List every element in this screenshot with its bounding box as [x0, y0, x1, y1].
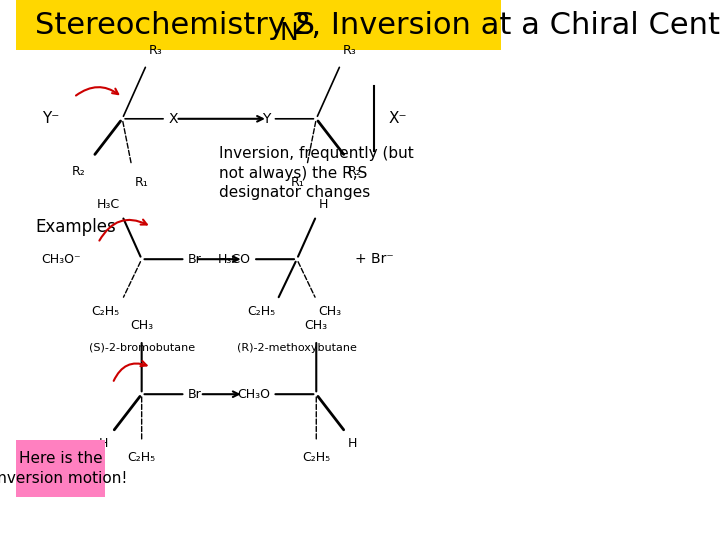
- Text: CH₃O⁻: CH₃O⁻: [42, 253, 81, 266]
- Text: + Br⁻: + Br⁻: [355, 252, 394, 266]
- Text: Here is the
inversion motion!: Here is the inversion motion!: [0, 451, 127, 486]
- Text: Inversion, frequently (but
not always) the R,S
designator changes: Inversion, frequently (but not always) t…: [220, 146, 414, 200]
- Text: CH₃: CH₃: [130, 319, 153, 332]
- Text: Br: Br: [188, 253, 202, 266]
- Text: Y⁻: Y⁻: [42, 111, 59, 126]
- Text: H: H: [348, 437, 357, 450]
- Text: C₂H₅: C₂H₅: [247, 305, 275, 318]
- Text: N: N: [280, 21, 299, 45]
- Text: X: X: [168, 112, 178, 126]
- Text: R₃: R₃: [149, 44, 163, 57]
- Text: Br: Br: [188, 388, 202, 401]
- Text: C₂H₅: C₂H₅: [91, 305, 120, 318]
- FancyBboxPatch shape: [16, 0, 500, 50]
- Text: CH₃: CH₃: [305, 319, 328, 332]
- Text: Y: Y: [262, 112, 270, 126]
- Text: H: H: [319, 198, 328, 211]
- Text: 2, Inversion at a Chiral Center: 2, Inversion at a Chiral Center: [292, 11, 720, 39]
- Text: H: H: [99, 437, 108, 450]
- Text: Examples: Examples: [35, 218, 116, 236]
- Text: R₁: R₁: [135, 176, 148, 188]
- Text: H₃C: H₃C: [96, 198, 120, 211]
- Text: CH₃O: CH₃O: [237, 388, 270, 401]
- Text: H₃CO: H₃CO: [217, 253, 251, 266]
- Text: R₂: R₂: [72, 165, 86, 178]
- Text: (S)-2-bromobutane: (S)-2-bromobutane: [89, 343, 194, 353]
- Text: R₂: R₂: [348, 165, 361, 178]
- FancyBboxPatch shape: [16, 440, 105, 497]
- Text: (R)-2-methoxybutane: (R)-2-methoxybutane: [237, 343, 357, 353]
- Text: R₁: R₁: [290, 176, 304, 188]
- Text: X⁻: X⁻: [389, 111, 408, 126]
- Text: C₂H₅: C₂H₅: [302, 451, 330, 464]
- Text: Stereochemistry S: Stereochemistry S: [35, 11, 315, 39]
- Text: C₂H₅: C₂H₅: [127, 451, 156, 464]
- Text: R₃: R₃: [343, 44, 356, 57]
- Text: CH₃: CH₃: [319, 305, 342, 318]
